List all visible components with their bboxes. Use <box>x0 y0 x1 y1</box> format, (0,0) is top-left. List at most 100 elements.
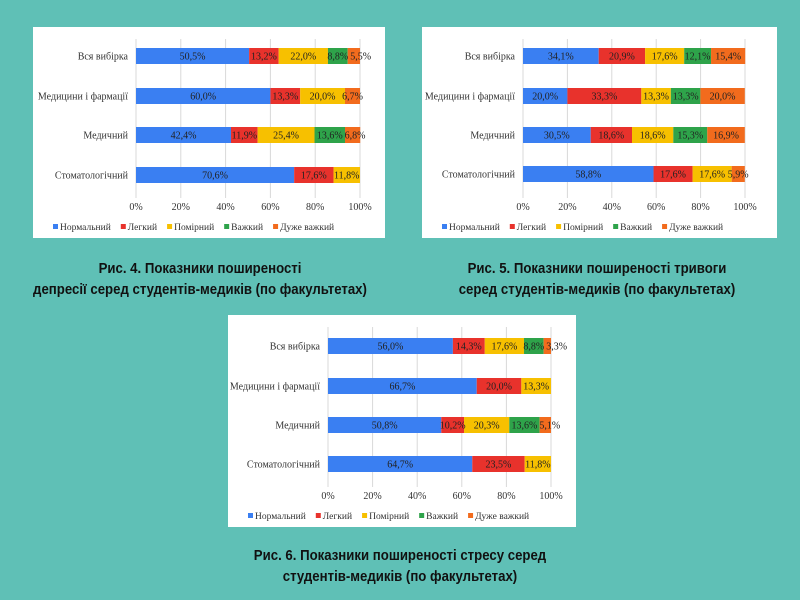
data-label: 42,4% <box>171 131 197 142</box>
legend-label: Важкий <box>620 222 652 233</box>
bar-segment <box>523 166 654 182</box>
data-label: 34,1% <box>548 52 574 63</box>
data-label: 11,8% <box>334 171 359 182</box>
tick-label: 60% <box>453 491 471 502</box>
bar-segment <box>314 127 345 143</box>
legend-swatch <box>53 224 58 229</box>
bar-segment <box>700 88 745 104</box>
category-label: Стоматологічний <box>442 170 516 181</box>
bar-segment <box>136 88 271 104</box>
category-label: Медичний <box>470 131 515 142</box>
legend-swatch <box>613 224 619 229</box>
bar-segment <box>230 127 258 143</box>
data-label: 13,3% <box>272 92 298 103</box>
bar-segment <box>294 167 334 183</box>
legend-label: Помірний <box>369 511 409 522</box>
data-label: 33,3% <box>591 92 617 103</box>
bar-segment <box>344 88 360 104</box>
bar-segment <box>328 417 442 433</box>
bar-segment <box>641 88 671 104</box>
tick-label: 0% <box>321 491 334 502</box>
tick-label: 80% <box>497 491 515 502</box>
data-label: 8,8% <box>523 342 544 353</box>
data-label: 6,7% <box>342 92 363 103</box>
bar-segment <box>347 48 360 64</box>
caption-fig5: Рис. 5. Показники поширеності тривоги се… <box>425 258 768 300</box>
bar-segment <box>567 88 642 104</box>
legend-swatch <box>468 513 474 518</box>
bar-segment <box>509 417 540 433</box>
data-label: 64,7% <box>387 460 413 471</box>
bar-segment <box>632 127 674 143</box>
data-label: 12,1% <box>685 52 711 63</box>
legend-label: Нормальний <box>449 222 500 233</box>
bar-segment <box>484 338 525 354</box>
tick-label: 0% <box>129 202 142 213</box>
bar-segment <box>692 166 732 182</box>
data-label: 18,6% <box>598 131 624 142</box>
data-label: 15,4% <box>715 52 741 63</box>
tick-label: 100% <box>733 202 756 213</box>
data-label: 11,8% <box>525 460 550 471</box>
legend-label: Важкий <box>231 222 263 233</box>
data-label: 3,3% <box>546 342 567 353</box>
data-label: 13,3% <box>673 92 699 103</box>
bar-segment <box>328 378 477 394</box>
data-label: 17,6% <box>699 170 725 181</box>
bar-segment <box>452 338 485 354</box>
caption-line: Рис. 4. Показники поширеності <box>98 260 302 277</box>
data-label: 20,3% <box>474 421 500 432</box>
legend-label: Дуже важкий <box>669 222 723 233</box>
bar-segment <box>472 456 525 472</box>
category-label: Стоматологічний <box>55 171 129 182</box>
bar-segment <box>684 48 712 64</box>
tick-label: 60% <box>647 202 665 213</box>
tick-label: 20% <box>363 491 381 502</box>
legend-swatch <box>442 224 447 229</box>
tick-label: 40% <box>408 491 426 502</box>
legend-label: Дуже важкий <box>280 222 334 233</box>
category-label: Медичний <box>275 421 320 432</box>
bar-segment <box>344 127 361 143</box>
category-label: Медичний <box>83 131 128 142</box>
data-label: 50,8% <box>372 421 398 432</box>
bar-segment <box>136 48 250 64</box>
data-label: 20,9% <box>609 52 635 63</box>
bar-segment <box>711 48 746 64</box>
caption-line: серед студентів-медиків (по факультетах) <box>458 281 736 298</box>
data-label: 20,0% <box>310 92 336 103</box>
bar-segment <box>524 338 544 354</box>
chart-depression: 0% 20% 40% 60% 80% 100% Вся вибірка 50,5% 13,2% 2… <box>33 27 385 238</box>
bar-segment <box>278 48 328 64</box>
data-label: 20,0% <box>486 382 512 393</box>
legend-swatch <box>248 513 253 518</box>
bar-segment <box>523 48 599 64</box>
data-label: 17,6% <box>491 342 517 353</box>
legend-label: Легкий <box>323 511 352 522</box>
caption-fig6: Рис. 6. Показники поширеності стресу сер… <box>224 545 576 587</box>
bar-segment <box>670 88 701 104</box>
category-label: Медицини і фармації <box>425 92 515 103</box>
bar-segment <box>707 127 745 143</box>
data-label: 16,9% <box>713 131 739 142</box>
legend-label: Важкий <box>426 511 458 522</box>
caption-fig4: Рис. 4. Показники поширеності депресії с… <box>24 258 376 300</box>
legend-swatch <box>509 224 515 229</box>
legend-label: Нормальний <box>60 222 111 233</box>
legend-swatch <box>556 224 562 229</box>
data-label: 15,3% <box>677 131 703 142</box>
data-label: 58,8% <box>575 170 601 181</box>
data-label: 60,0% <box>190 92 216 103</box>
bar-segment <box>539 417 551 433</box>
data-label: 13,6% <box>317 131 343 142</box>
tick-label: 20% <box>172 202 190 213</box>
data-label: 17,6% <box>660 170 686 181</box>
data-label: 6,8% <box>345 131 366 142</box>
legend-label: Нормальний <box>255 511 306 522</box>
legend-swatch <box>120 224 126 229</box>
tick-label: 20% <box>558 202 576 213</box>
data-label: 14,3% <box>456 342 482 353</box>
data-label: 25,4% <box>273 131 299 142</box>
bar-segment <box>300 88 345 104</box>
bar-segment <box>476 378 522 394</box>
